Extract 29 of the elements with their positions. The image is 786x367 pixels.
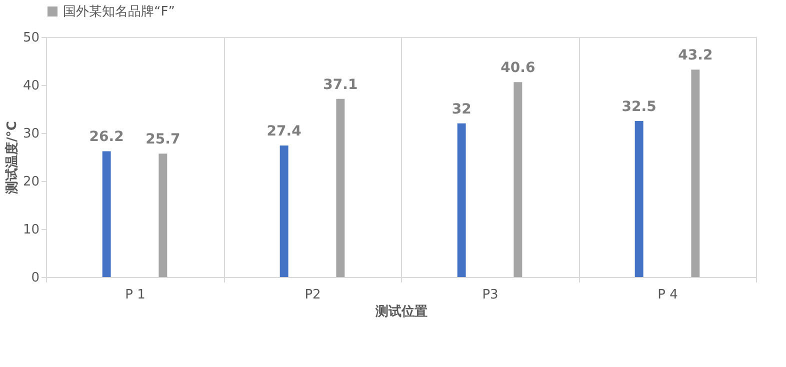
y-tick-label: 10 <box>22 222 40 238</box>
data-label: 40.6 <box>500 60 536 76</box>
bar <box>280 145 288 277</box>
data-label: 43.2 <box>678 48 713 64</box>
x-tick-label: P 4 <box>658 288 678 302</box>
data-label: 32 <box>452 101 472 118</box>
legend-label: 国外某知名品牌“F” <box>63 4 175 20</box>
bar <box>691 70 700 277</box>
x-tick-label: P 1 <box>125 288 146 302</box>
bar <box>158 154 168 277</box>
x-tick-label: P2 <box>304 288 321 302</box>
y-tick-label: 0 <box>31 270 40 286</box>
y-tick-label: 20 <box>22 174 40 190</box>
y-axis-title: 测试温度/°C <box>4 121 20 195</box>
data-label: 25.7 <box>146 132 180 148</box>
bar <box>634 121 644 277</box>
x-tick-label: P3 <box>482 288 498 302</box>
bar <box>457 123 466 277</box>
bar <box>336 98 345 277</box>
data-label: 32.5 <box>622 99 656 115</box>
data-label: 26.2 <box>89 129 124 146</box>
y-tick-label: 40 <box>22 78 40 94</box>
bar <box>514 82 522 277</box>
y-tick-label: 30 <box>22 126 40 142</box>
data-label: 37.1 <box>323 76 358 93</box>
data-label: 27.4 <box>266 123 302 140</box>
y-tick-label: 50 <box>22 30 40 46</box>
x-axis-title: 测试位置 <box>374 304 428 320</box>
bar <box>102 151 111 277</box>
